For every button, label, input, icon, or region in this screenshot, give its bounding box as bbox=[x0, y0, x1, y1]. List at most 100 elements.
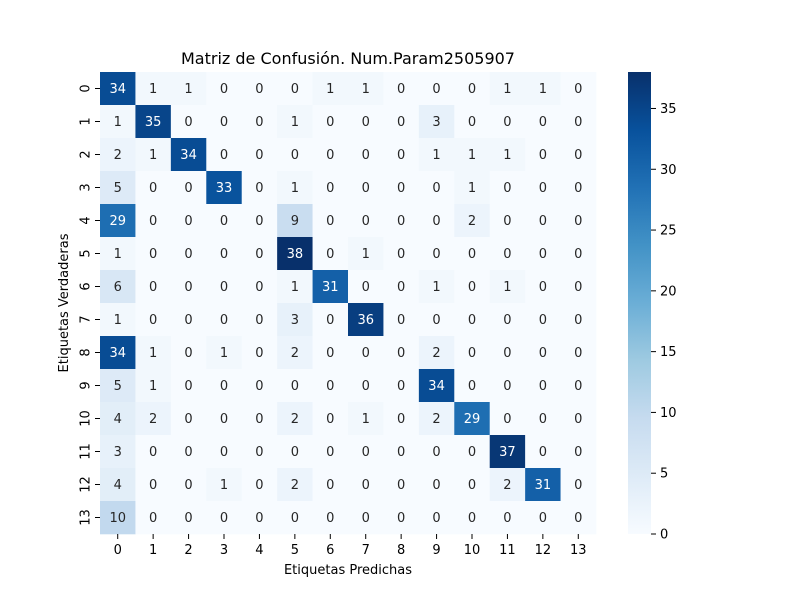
heatmap-cell bbox=[348, 369, 384, 403]
heatmap-cell bbox=[100, 303, 136, 337]
heatmap-cell bbox=[383, 105, 420, 139]
heatmap-cell bbox=[348, 468, 384, 502]
heatmap-cell bbox=[100, 369, 136, 403]
cell-value: 0 bbox=[503, 313, 511, 328]
y-tick-label: 1 bbox=[79, 117, 94, 125]
cell-value: 0 bbox=[432, 181, 440, 196]
cell-value: 1 bbox=[291, 181, 299, 196]
heatmap-cell bbox=[277, 435, 313, 469]
heatmap-cell bbox=[170, 72, 207, 106]
heatmap-cells bbox=[100, 72, 597, 535]
cell-value: 2 bbox=[114, 148, 122, 163]
heatmap-cell bbox=[489, 72, 526, 106]
cell-value: 0 bbox=[326, 379, 334, 394]
cell-value: 0 bbox=[326, 247, 334, 262]
y-tick-label: 0 bbox=[79, 84, 94, 92]
heatmap-cell bbox=[348, 336, 384, 370]
cell-value: 0 bbox=[220, 148, 228, 163]
cell-value: 0 bbox=[539, 379, 547, 394]
cell-value: 0 bbox=[432, 445, 440, 460]
cell-value: 0 bbox=[220, 247, 228, 262]
cell-value: 0 bbox=[220, 313, 228, 328]
heatmap-cell bbox=[418, 435, 455, 469]
cell-value: 0 bbox=[574, 247, 582, 262]
cell-value: 0 bbox=[149, 214, 157, 229]
heatmap-cell bbox=[454, 369, 491, 403]
heatmap-cell bbox=[312, 237, 349, 271]
cell-value: 0 bbox=[184, 346, 192, 361]
heatmap-cell bbox=[525, 468, 561, 502]
cell-value: 0 bbox=[255, 115, 263, 130]
cell-value: 0 bbox=[255, 346, 263, 361]
cell-value: 0 bbox=[397, 148, 405, 163]
cell-value: 29 bbox=[109, 214, 126, 229]
cell-value: 0 bbox=[184, 280, 192, 295]
heatmap-cell bbox=[383, 402, 420, 436]
cell-value: 9 bbox=[291, 214, 299, 229]
x-tick-label: 6 bbox=[326, 543, 334, 558]
y-tick-label: 9 bbox=[79, 381, 94, 389]
heatmap-cell bbox=[489, 204, 526, 238]
heatmap-cell bbox=[277, 204, 313, 238]
cell-value: 0 bbox=[574, 346, 582, 361]
heatmap-cell bbox=[206, 468, 243, 502]
x-tick-label: 7 bbox=[362, 543, 370, 558]
x-axis-ticks: 0 1 2 3 4 5 6 7 8 9 10 11 12 13 bbox=[114, 534, 587, 558]
cell-value: 0 bbox=[220, 412, 228, 427]
cell-value: 1 bbox=[362, 82, 370, 97]
heatmap-cell bbox=[560, 204, 597, 238]
y-tick-label: 4 bbox=[79, 216, 94, 224]
heatmap-cell bbox=[277, 402, 313, 436]
heatmap-cell bbox=[206, 138, 243, 172]
x-tick-label: 0 bbox=[114, 543, 122, 558]
cell-value: 0 bbox=[326, 445, 334, 460]
heatmap-cell bbox=[277, 501, 313, 535]
cell-value: 0 bbox=[362, 478, 370, 493]
heatmap-cell bbox=[277, 138, 313, 172]
heatmap-cell bbox=[312, 402, 349, 436]
cell-value: 0 bbox=[574, 478, 582, 493]
cell-value: 0 bbox=[184, 214, 192, 229]
cell-value: 0 bbox=[432, 313, 440, 328]
heatmap-cell bbox=[312, 303, 349, 337]
cell-value: 33 bbox=[216, 181, 233, 196]
x-axis-label: Etiquetas Predichas bbox=[284, 563, 412, 578]
cell-value: 0 bbox=[255, 82, 263, 97]
heatmap-cell bbox=[418, 369, 455, 403]
cell-value: 0 bbox=[255, 379, 263, 394]
y-tick-label: 11 bbox=[79, 443, 94, 460]
heatmap-cell bbox=[241, 303, 278, 337]
cell-value: 0 bbox=[432, 247, 440, 262]
cell-value: 0 bbox=[503, 214, 511, 229]
heatmap-cell bbox=[312, 369, 349, 403]
cell-value: 1 bbox=[184, 82, 192, 97]
cell-value: 0 bbox=[149, 478, 157, 493]
heatmap-cell bbox=[170, 270, 207, 304]
cell-value: 0 bbox=[468, 115, 476, 130]
cell-value: 0 bbox=[539, 346, 547, 361]
cell-value: 0 bbox=[503, 181, 511, 196]
cell-value: 5 bbox=[114, 181, 122, 196]
cell-value: 0 bbox=[184, 313, 192, 328]
x-tick-label: 4 bbox=[255, 543, 263, 558]
y-tick-label: 5 bbox=[79, 249, 94, 257]
heatmap-cell bbox=[135, 204, 172, 238]
heatmap-cell bbox=[454, 72, 491, 106]
colorbar-tick-label: 5 bbox=[660, 467, 668, 482]
heatmap-cell bbox=[241, 138, 278, 172]
heatmap-cell bbox=[418, 270, 455, 304]
cell-value: 0 bbox=[503, 346, 511, 361]
heatmap-cell bbox=[525, 336, 561, 370]
heatmap-cell bbox=[525, 435, 561, 469]
heatmap-cell bbox=[560, 336, 597, 370]
colorbar-tick-label: 20 bbox=[660, 284, 677, 299]
cell-value: 1 bbox=[362, 247, 370, 262]
heatmap-cell bbox=[206, 270, 243, 304]
cell-value: 1 bbox=[432, 280, 440, 295]
cell-value: 0 bbox=[468, 82, 476, 97]
cell-value: 0 bbox=[468, 280, 476, 295]
heatmap-cell bbox=[170, 336, 207, 370]
cell-value: 0 bbox=[220, 115, 228, 130]
